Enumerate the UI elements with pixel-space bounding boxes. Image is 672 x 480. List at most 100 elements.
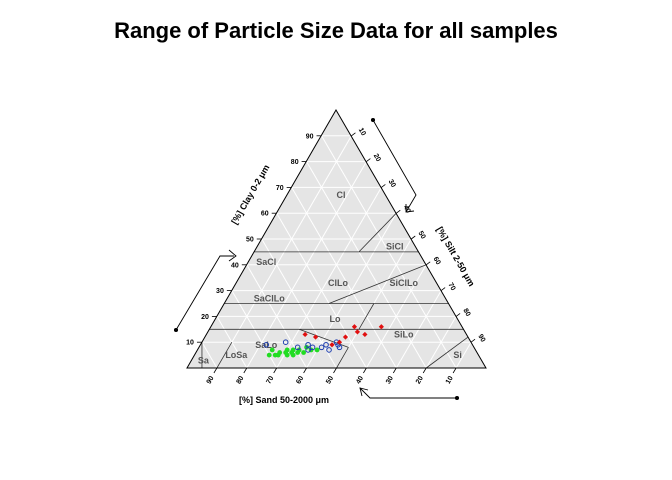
clay-arrow-dot — [173, 327, 179, 333]
sand-tick-label: 20 — [415, 375, 425, 385]
silt-tick-mark — [366, 158, 371, 162]
chart-title: Range of Particle Size Data for all samp… — [114, 18, 558, 43]
sand-tick-label: 50 — [325, 375, 335, 385]
sand-tick-label: 90 — [206, 375, 216, 385]
class-boundary-line — [358, 212, 397, 253]
silt-tick-mark — [455, 313, 461, 317]
grid-line-silt — [455, 341, 472, 369]
data-point-series-2 — [336, 344, 343, 351]
sample-points — [263, 324, 384, 358]
sand-tick-mark — [303, 367, 307, 374]
grid-line-sand — [291, 187, 397, 369]
data-point-series-1 — [295, 350, 301, 355]
data-point-series-1 — [314, 347, 320, 353]
grid-line-silt — [276, 187, 382, 369]
clay-direction-arrow — [175, 255, 234, 331]
sand-tick-label: 40 — [355, 375, 365, 385]
class-boundary-line — [328, 264, 427, 304]
sand-tick-mark — [243, 367, 248, 374]
texture-class-labels: Cl SiCl SaCl ClLo SiClLo SaClLo Lo SiLo SaLo LoSa… — [198, 190, 462, 365]
class-label-sacllo: SaClLo — [254, 293, 286, 303]
clay-axis-ticks: 10 20 30 40 50 60 70 80 90 — [186, 133, 322, 347]
silt-axis-ticks: 10 20 30 40 50 60 70 80 90 — [351, 127, 486, 344]
sand-direction-arrow — [359, 387, 457, 399]
data-point-series-3 — [378, 324, 384, 330]
data-point-series-2 — [318, 344, 325, 351]
data-point-series-2 — [309, 344, 316, 351]
grid-line-sand — [201, 341, 218, 369]
data-point-series-3 — [351, 324, 358, 330]
clay-tick-label: 30 — [216, 288, 224, 295]
sand-tick-mark — [273, 367, 278, 374]
silt-axis-label: [%] Silt 2-50 μm — [435, 225, 477, 288]
data-point-series-1 — [266, 352, 272, 358]
silt-tick-label: 50 — [417, 230, 427, 240]
silt-tick-label: 90 — [476, 333, 486, 343]
class-label-cl: Cl — [336, 190, 345, 200]
sand-tick-label: 30 — [385, 375, 395, 385]
clay-tick-label: 40 — [231, 262, 239, 269]
silt-tick-label: 20 — [372, 153, 382, 163]
sand-tick-mark — [452, 367, 457, 374]
sand-axis-label: [%] Sand 50-2000 μm — [239, 395, 329, 405]
clay-tick-label: 10 — [186, 340, 194, 347]
sand-tick-mark — [213, 367, 218, 374]
class-boundary-line — [216, 341, 233, 369]
sand-tick-label: 10 — [445, 375, 455, 385]
class-label-si: Si — [453, 350, 462, 360]
sand-arrow-dot — [454, 395, 460, 401]
data-point-series-3 — [336, 339, 343, 345]
class-label-sacl: SaCl — [256, 257, 276, 267]
data-point-series-1 — [275, 352, 281, 358]
sand-axis-ticks: 90 80 70 60 50 40 30 20 10 — [206, 367, 457, 385]
data-point-series-1 — [304, 344, 309, 350]
class-label-lo: Lo — [330, 314, 341, 324]
sand-tick-label: 60 — [295, 375, 305, 385]
data-point-series-3 — [329, 342, 335, 348]
clay-tick-label: 80 — [291, 159, 299, 166]
silt-tick-mark — [470, 338, 476, 343]
silt-tick-label: 30 — [387, 179, 397, 189]
data-point-series-2 — [323, 341, 329, 348]
silt-tick-label: 70 — [446, 282, 456, 292]
clay-tick-label: 60 — [261, 211, 269, 218]
data-point-series-1 — [269, 347, 275, 353]
silt-tick-mark — [411, 235, 416, 240]
clay-tick-label: 90 — [306, 133, 314, 140]
class-label-losa: LoSa — [225, 350, 248, 360]
class-boundary-line — [336, 347, 349, 369]
class-label-cllo: ClLo — [328, 278, 348, 288]
data-point-series-2 — [294, 344, 301, 351]
class-label-sicllo: SiClLo — [390, 278, 419, 288]
data-point-series-3 — [354, 329, 361, 335]
class-label-salo: SaLo — [255, 340, 278, 350]
silt-tick-mark — [381, 184, 386, 188]
silt-arrow-dot — [370, 117, 376, 123]
data-point-series-1 — [290, 352, 296, 358]
silt-tick-label: 80 — [461, 308, 471, 318]
data-point-series-2 — [305, 341, 311, 348]
data-point-series-2 — [263, 341, 270, 348]
data-point-series-1 — [284, 352, 290, 358]
sand-tick-label: 80 — [236, 375, 246, 385]
clay-tick-label: 50 — [246, 237, 254, 244]
sand-tick-label: 70 — [265, 375, 275, 385]
data-point-series-2 — [305, 347, 311, 353]
data-point-series-2 — [326, 347, 332, 353]
clay-tick-label: 70 — [276, 185, 284, 192]
data-point-series-1 — [301, 350, 307, 355]
silt-tick-mark — [425, 261, 431, 266]
sand-arrowhead — [359, 387, 369, 397]
class-label-silo: SiLo — [394, 329, 414, 339]
sand-tick-mark — [422, 367, 427, 374]
axis-direction-arrows — [173, 117, 460, 401]
class-label-sa: Sa — [198, 355, 210, 365]
silt-tick-label: 10 — [357, 127, 367, 137]
grid-line-silt — [365, 264, 427, 369]
silt-tick-mark — [351, 132, 356, 137]
sand-tick-mark — [392, 367, 397, 374]
silt-tick-mark — [440, 287, 446, 291]
silt-arrowhead — [405, 204, 415, 213]
sand-tick-mark — [363, 367, 367, 374]
data-point-series-3 — [362, 331, 368, 338]
